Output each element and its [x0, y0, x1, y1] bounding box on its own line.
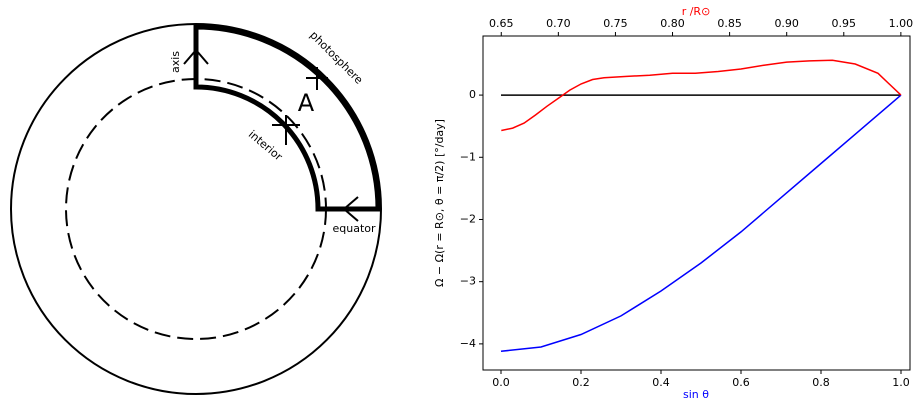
diagram — [10, 23, 382, 395]
x2-tick-label: 0.85 — [717, 17, 742, 30]
series-line — [501, 59, 902, 132]
y-tick-label: −1 — [460, 150, 476, 163]
point-label: A — [298, 89, 315, 117]
interior-mark — [272, 115, 300, 145]
equator-label: equator — [332, 222, 376, 235]
axis-arrow — [183, 48, 209, 65]
equator-arrow — [342, 196, 359, 222]
axis-label: axis — [169, 51, 182, 73]
domain-outline — [193, 24, 381, 212]
x2-tick-label: 1.00 — [889, 17, 914, 30]
x-axis-label: sin θ — [683, 388, 709, 401]
interior-label: interior — [246, 128, 285, 164]
x2-tick-label: 0.80 — [660, 17, 685, 30]
series-line — [500, 94, 902, 353]
x-tick-label: 0.4 — [652, 376, 670, 389]
y-tick-label: −3 — [460, 275, 476, 288]
y-tick-label: 0 — [469, 88, 476, 101]
x2-axis-label: r /R⊙ — [682, 5, 711, 18]
x-tick-label: 0.2 — [572, 376, 590, 389]
plot-frame — [482, 35, 911, 371]
x2-tick-label: 0.75 — [603, 17, 628, 30]
x-tick-label: 0.8 — [812, 376, 830, 389]
x2-tick-label: 0.65 — [489, 17, 514, 30]
y-tick-label: −2 — [460, 212, 476, 225]
photosphere-mark — [306, 67, 328, 90]
x-tick-label: 1.0 — [892, 376, 910, 389]
outer-circle — [10, 23, 382, 395]
y-axis-label: Ω − Ω(r = R⊙, θ = π/2) [°/day] — [433, 119, 446, 287]
x2-tick-label: 0.90 — [774, 17, 799, 30]
x-tick-label: 0.0 — [492, 376, 510, 389]
x2-tick-label: 0.95 — [832, 17, 857, 30]
x2-tick-label: 0.70 — [546, 17, 571, 30]
y-tick-label: −4 — [460, 337, 476, 350]
x-tick-label: 0.6 — [732, 376, 750, 389]
